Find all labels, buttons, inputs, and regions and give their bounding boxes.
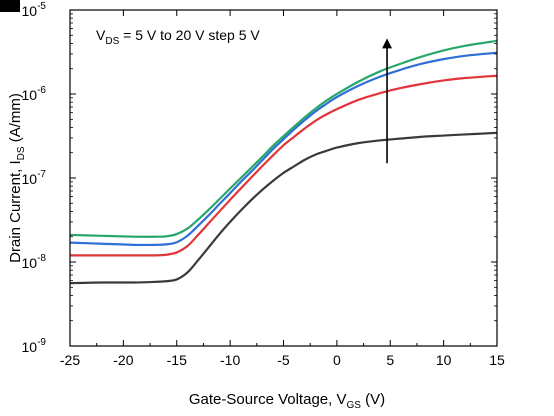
x-tick-label: 0 — [333, 352, 341, 368]
series-line-4 — [69, 39, 498, 238]
y-axis-title: Drain Current, IDS (A/mm) — [7, 93, 27, 263]
tick-layer — [69, 9, 498, 347]
series-layer — [69, 39, 498, 285]
x-axis-title: Gate-Source Voltage, VGS (V) — [189, 391, 385, 411]
x-tick-label: 5 — [386, 352, 394, 368]
series-line-3 — [69, 51, 498, 247]
vds-annotation: VDS = 5 V to 20 V step 5 V — [96, 27, 260, 47]
x-tick-label: -20 — [113, 352, 133, 368]
x-tick-label: -10 — [220, 352, 240, 368]
y-tick-label: 10-6 — [22, 85, 47, 103]
corner-mark — [0, 0, 20, 12]
label-layer: -25 -20 -15 -10 -5 0 5 10 15 10-9 10-8 10-7 10-6 10-5 — [22, 1, 505, 368]
x-tick-label: -5 — [277, 352, 290, 368]
x-tick-label: -25 — [60, 352, 80, 368]
x-tick-label: -15 — [167, 352, 187, 368]
series-line-2 — [69, 74, 498, 257]
y-tick-label: 10-7 — [22, 169, 47, 187]
x-tick-label: 15 — [489, 352, 505, 368]
x-tick-label: 10 — [436, 352, 452, 368]
y-tick-label: 10-5 — [22, 1, 47, 19]
series-line-1 — [69, 131, 498, 285]
y-tick-label: 10-9 — [22, 337, 47, 355]
y-tick-label: 10-8 — [22, 253, 47, 271]
